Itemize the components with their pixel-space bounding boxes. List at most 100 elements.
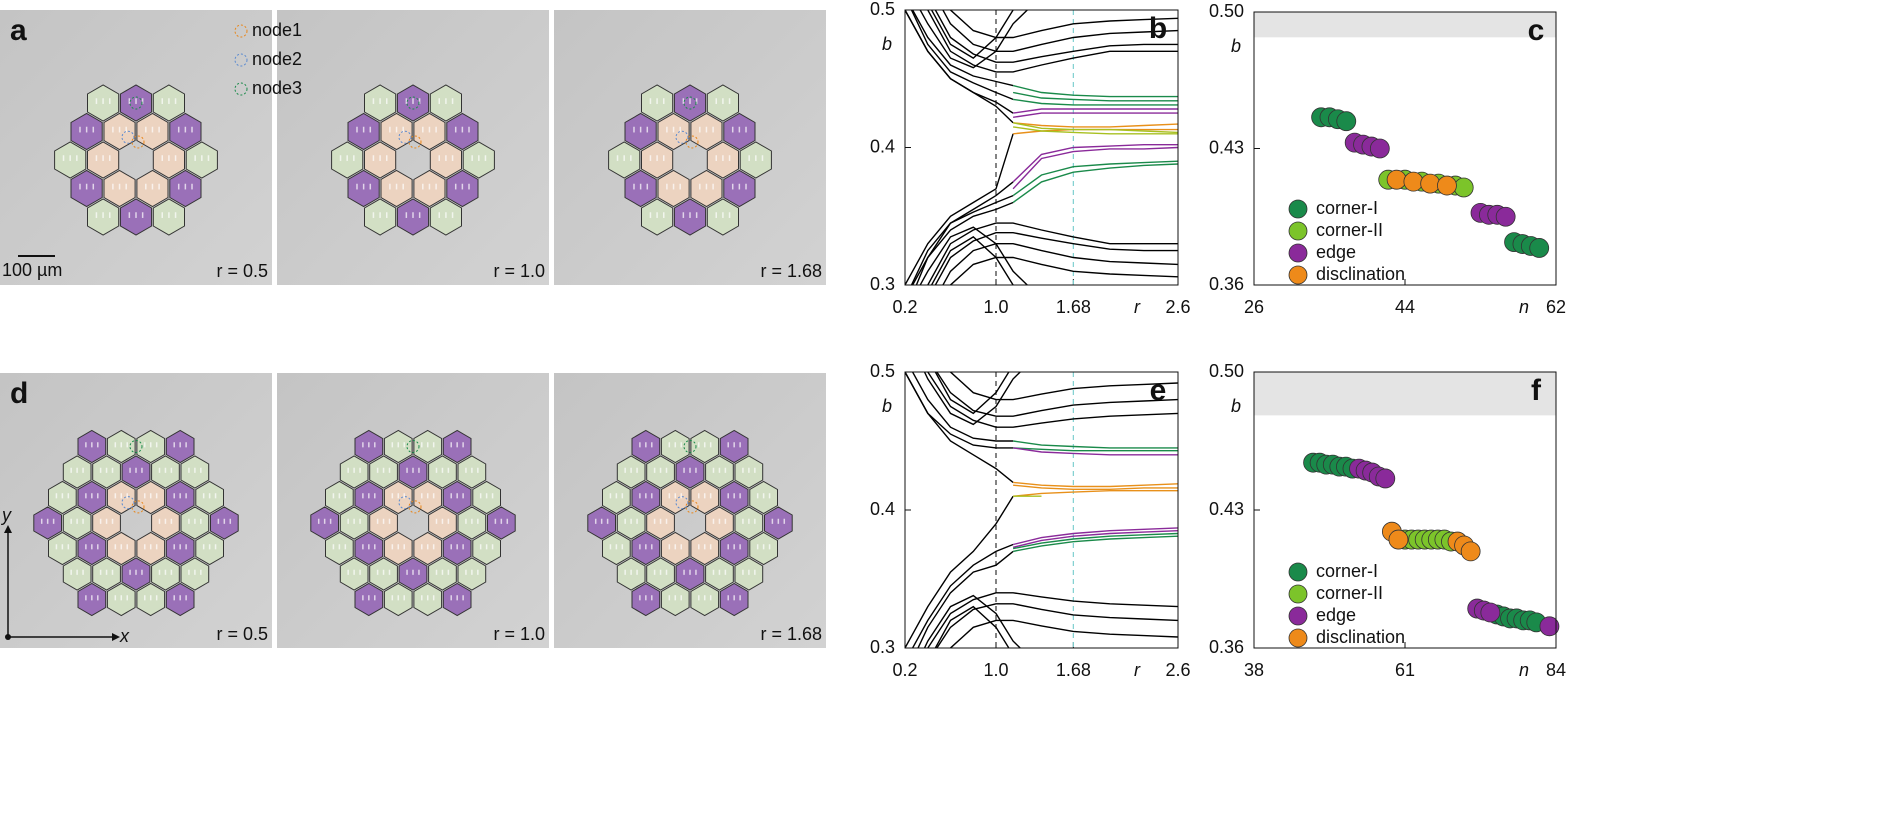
- curve: [905, 372, 1014, 483]
- arrow-head: [4, 525, 12, 533]
- curve: [1012, 91, 1178, 102]
- legend-marker: [1288, 562, 1308, 582]
- photo: [0, 10, 272, 285]
- point: [1386, 169, 1407, 190]
- panel-label: e: [1150, 374, 1167, 407]
- scale-label: 100 µm: [2, 260, 62, 280]
- curve: [936, 372, 1178, 417]
- curve: [923, 372, 1022, 426]
- node-marker: [685, 135, 699, 149]
- curve: [934, 10, 1178, 63]
- point: [1460, 541, 1481, 562]
- caption: r = 1.68: [760, 624, 822, 644]
- x-tick-label: 1.0: [983, 660, 1008, 680]
- node-marker: [121, 130, 135, 144]
- arrow-head: [112, 633, 120, 641]
- curve: [934, 372, 1010, 415]
- point: [1529, 238, 1550, 258]
- curve: [949, 372, 1178, 401]
- x-tick-label: 1.68: [1056, 660, 1091, 680]
- x-tick-label: 2.6: [1165, 660, 1190, 680]
- legend-marker: [1288, 606, 1308, 626]
- x-tick-label: 0.2: [892, 297, 917, 317]
- legend-text: node2: [252, 49, 302, 69]
- curve: [905, 372, 1014, 449]
- curve: [1012, 440, 1178, 449]
- x-tick-label: 0.2: [892, 660, 917, 680]
- x-tick-label: 62: [1546, 297, 1566, 317]
- curve: [1012, 447, 1178, 456]
- curve: [905, 10, 1014, 124]
- caption: r = 0.5: [216, 624, 268, 644]
- node-marker: [683, 440, 697, 453]
- x-tick-label: 84: [1546, 660, 1566, 680]
- curve: [923, 594, 1022, 648]
- y-axis-label: b: [882, 34, 892, 54]
- point: [1539, 616, 1560, 637]
- node-marker: [685, 500, 699, 514]
- x-axis-label: r: [1134, 660, 1141, 680]
- point: [1420, 173, 1441, 194]
- point: [1336, 111, 1357, 132]
- node-marker: [131, 135, 145, 149]
- lines: [905, 372, 1178, 648]
- curve: [905, 495, 1014, 648]
- curve: [934, 232, 1178, 285]
- legend-marker: [234, 53, 248, 67]
- point: [1403, 171, 1424, 192]
- plot-frame: [1253, 371, 1557, 649]
- node-marker: [129, 96, 143, 110]
- caption: r = 0.5: [216, 261, 268, 281]
- point: [1480, 602, 1501, 623]
- node-marker: [131, 500, 145, 514]
- lattice: [587, 429, 793, 617]
- legend-marker: [1288, 243, 1308, 263]
- curve: [1012, 144, 1178, 183]
- plot-frame: [904, 371, 1179, 649]
- y-tick-label: 0.3: [870, 274, 895, 294]
- legend-marker: [234, 82, 248, 96]
- curve: [917, 550, 1014, 648]
- lattice: [33, 429, 239, 617]
- point: [1453, 177, 1474, 198]
- y-tick-label: 0.43: [1209, 137, 1244, 157]
- node-marker: [675, 496, 689, 510]
- y-tick-label: 0.43: [1209, 499, 1244, 519]
- origin: [5, 634, 11, 640]
- y-axis-label: b: [1231, 396, 1241, 416]
- point: [1369, 138, 1390, 159]
- point: [1495, 206, 1516, 227]
- legend-marker: [1288, 265, 1308, 285]
- y-tick-label: 0.50: [1209, 361, 1244, 381]
- lattice: [608, 84, 772, 236]
- legend-text: edge: [1316, 242, 1356, 262]
- y-tick-label: 0.3: [870, 637, 895, 657]
- curve: [1012, 535, 1178, 553]
- x-tick-label: 2.6: [1165, 297, 1190, 317]
- curve: [1012, 126, 1178, 135]
- legend-marker: [1288, 628, 1308, 648]
- shaded-range: [1254, 12, 1556, 38]
- curve: [919, 10, 1029, 69]
- panel-label: d: [10, 377, 28, 410]
- y-tick-label: 0.50: [1209, 1, 1244, 21]
- curve: [1013, 490, 1178, 497]
- curve: [910, 194, 1014, 285]
- point: [1388, 529, 1409, 550]
- curve: [1013, 481, 1178, 488]
- point: [1437, 175, 1457, 196]
- curve: [926, 372, 1178, 428]
- axis-label: y: [0, 505, 12, 525]
- node-marker: [675, 130, 689, 144]
- lattice: [310, 429, 516, 617]
- x-axis-label: r: [1134, 297, 1141, 317]
- node-marker: [129, 440, 143, 453]
- y-tick-label: 0.5: [870, 0, 895, 19]
- caption: r = 1.0: [493, 261, 545, 281]
- lines: [905, 10, 1178, 285]
- panel-label: a: [10, 14, 27, 47]
- legend-text: corner-II: [1316, 583, 1383, 603]
- curve: [1012, 146, 1178, 190]
- curve: [910, 10, 1014, 101]
